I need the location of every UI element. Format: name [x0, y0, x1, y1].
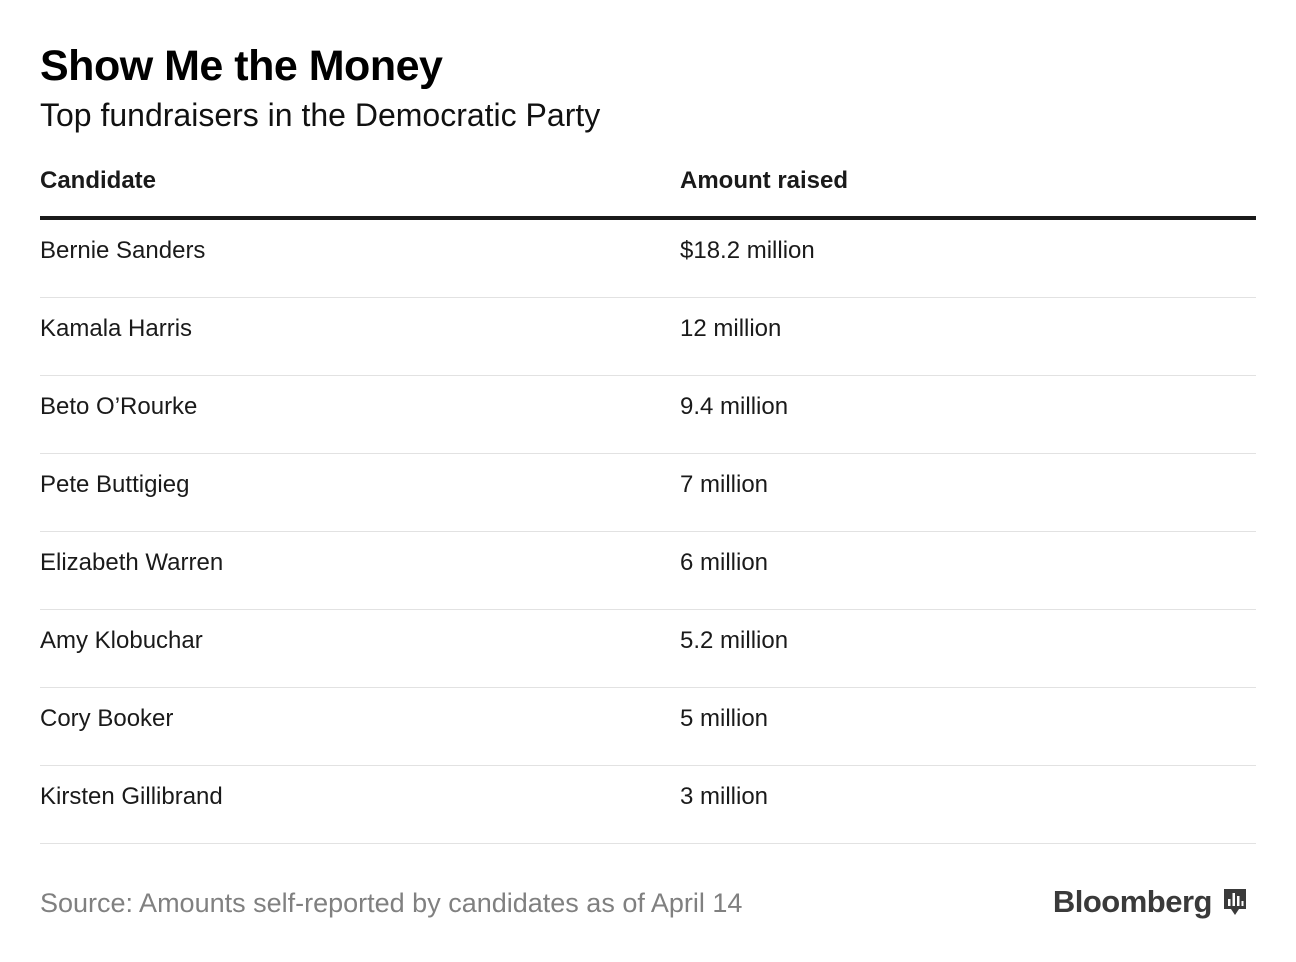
candidate-name: Kirsten Gillibrand — [40, 783, 223, 810]
table-header: Candidate Amount raised — [40, 160, 1256, 220]
table-body: Bernie Sanders $18.2 million Kamala Harris… — [40, 220, 1256, 844]
candidate-name: Cory Booker — [40, 705, 174, 732]
candidate-name: Beto O’Rourke — [40, 393, 198, 420]
column-header-candidate: Candidate — [40, 167, 157, 194]
amount-raised: 3 million — [680, 783, 769, 810]
amount-raised: 5 million — [680, 705, 769, 732]
table-row: Pete Buttigieg 7 million — [40, 454, 1256, 532]
amount-raised: 7 million — [680, 471, 769, 498]
brand-name: Bloomberg — [1052, 884, 1213, 919]
candidate-name: Bernie Sanders — [40, 237, 206, 264]
amount-raised: 9.4 million — [680, 393, 789, 420]
table-row: Beto O’Rourke 9.4 million — [40, 376, 1256, 454]
chart-title: Show Me the Money — [40, 42, 443, 90]
table-row: Elizabeth Warren 6 million — [40, 532, 1256, 610]
candidate-name: Kamala Harris — [40, 315, 193, 342]
candidate-name: Pete Buttigieg — [40, 471, 190, 498]
bar-chart-icon — [1224, 889, 1246, 915]
amount-raised: 5.2 million — [680, 627, 789, 654]
amount-raised: 6 million — [680, 549, 769, 576]
fundraising-table: Candidate Amount raised Bernie Sanders $1… — [40, 160, 1256, 844]
amount-raised: $18.2 million — [680, 237, 815, 264]
candidate-name: Amy Klobuchar — [40, 627, 203, 654]
table-row: Kamala Harris 12 million — [40, 298, 1256, 376]
table-row: Bernie Sanders $18.2 million — [40, 220, 1256, 298]
brand-logo: Bloomberg — [1053, 884, 1248, 920]
source-note: Source: Amounts self-reported by candida… — [40, 888, 743, 918]
table-row: Kirsten Gillibrand 3 million — [40, 766, 1256, 844]
column-header-amount: Amount raised — [680, 167, 849, 194]
table-row: Cory Booker 5 million — [40, 688, 1256, 766]
candidate-name: Elizabeth Warren — [40, 549, 224, 576]
amount-raised: 12 million — [680, 315, 782, 342]
table-row: Amy Klobuchar 5.2 million — [40, 610, 1256, 688]
chart-subtitle: Top fundraisers in the Democratic Party — [40, 97, 601, 133]
